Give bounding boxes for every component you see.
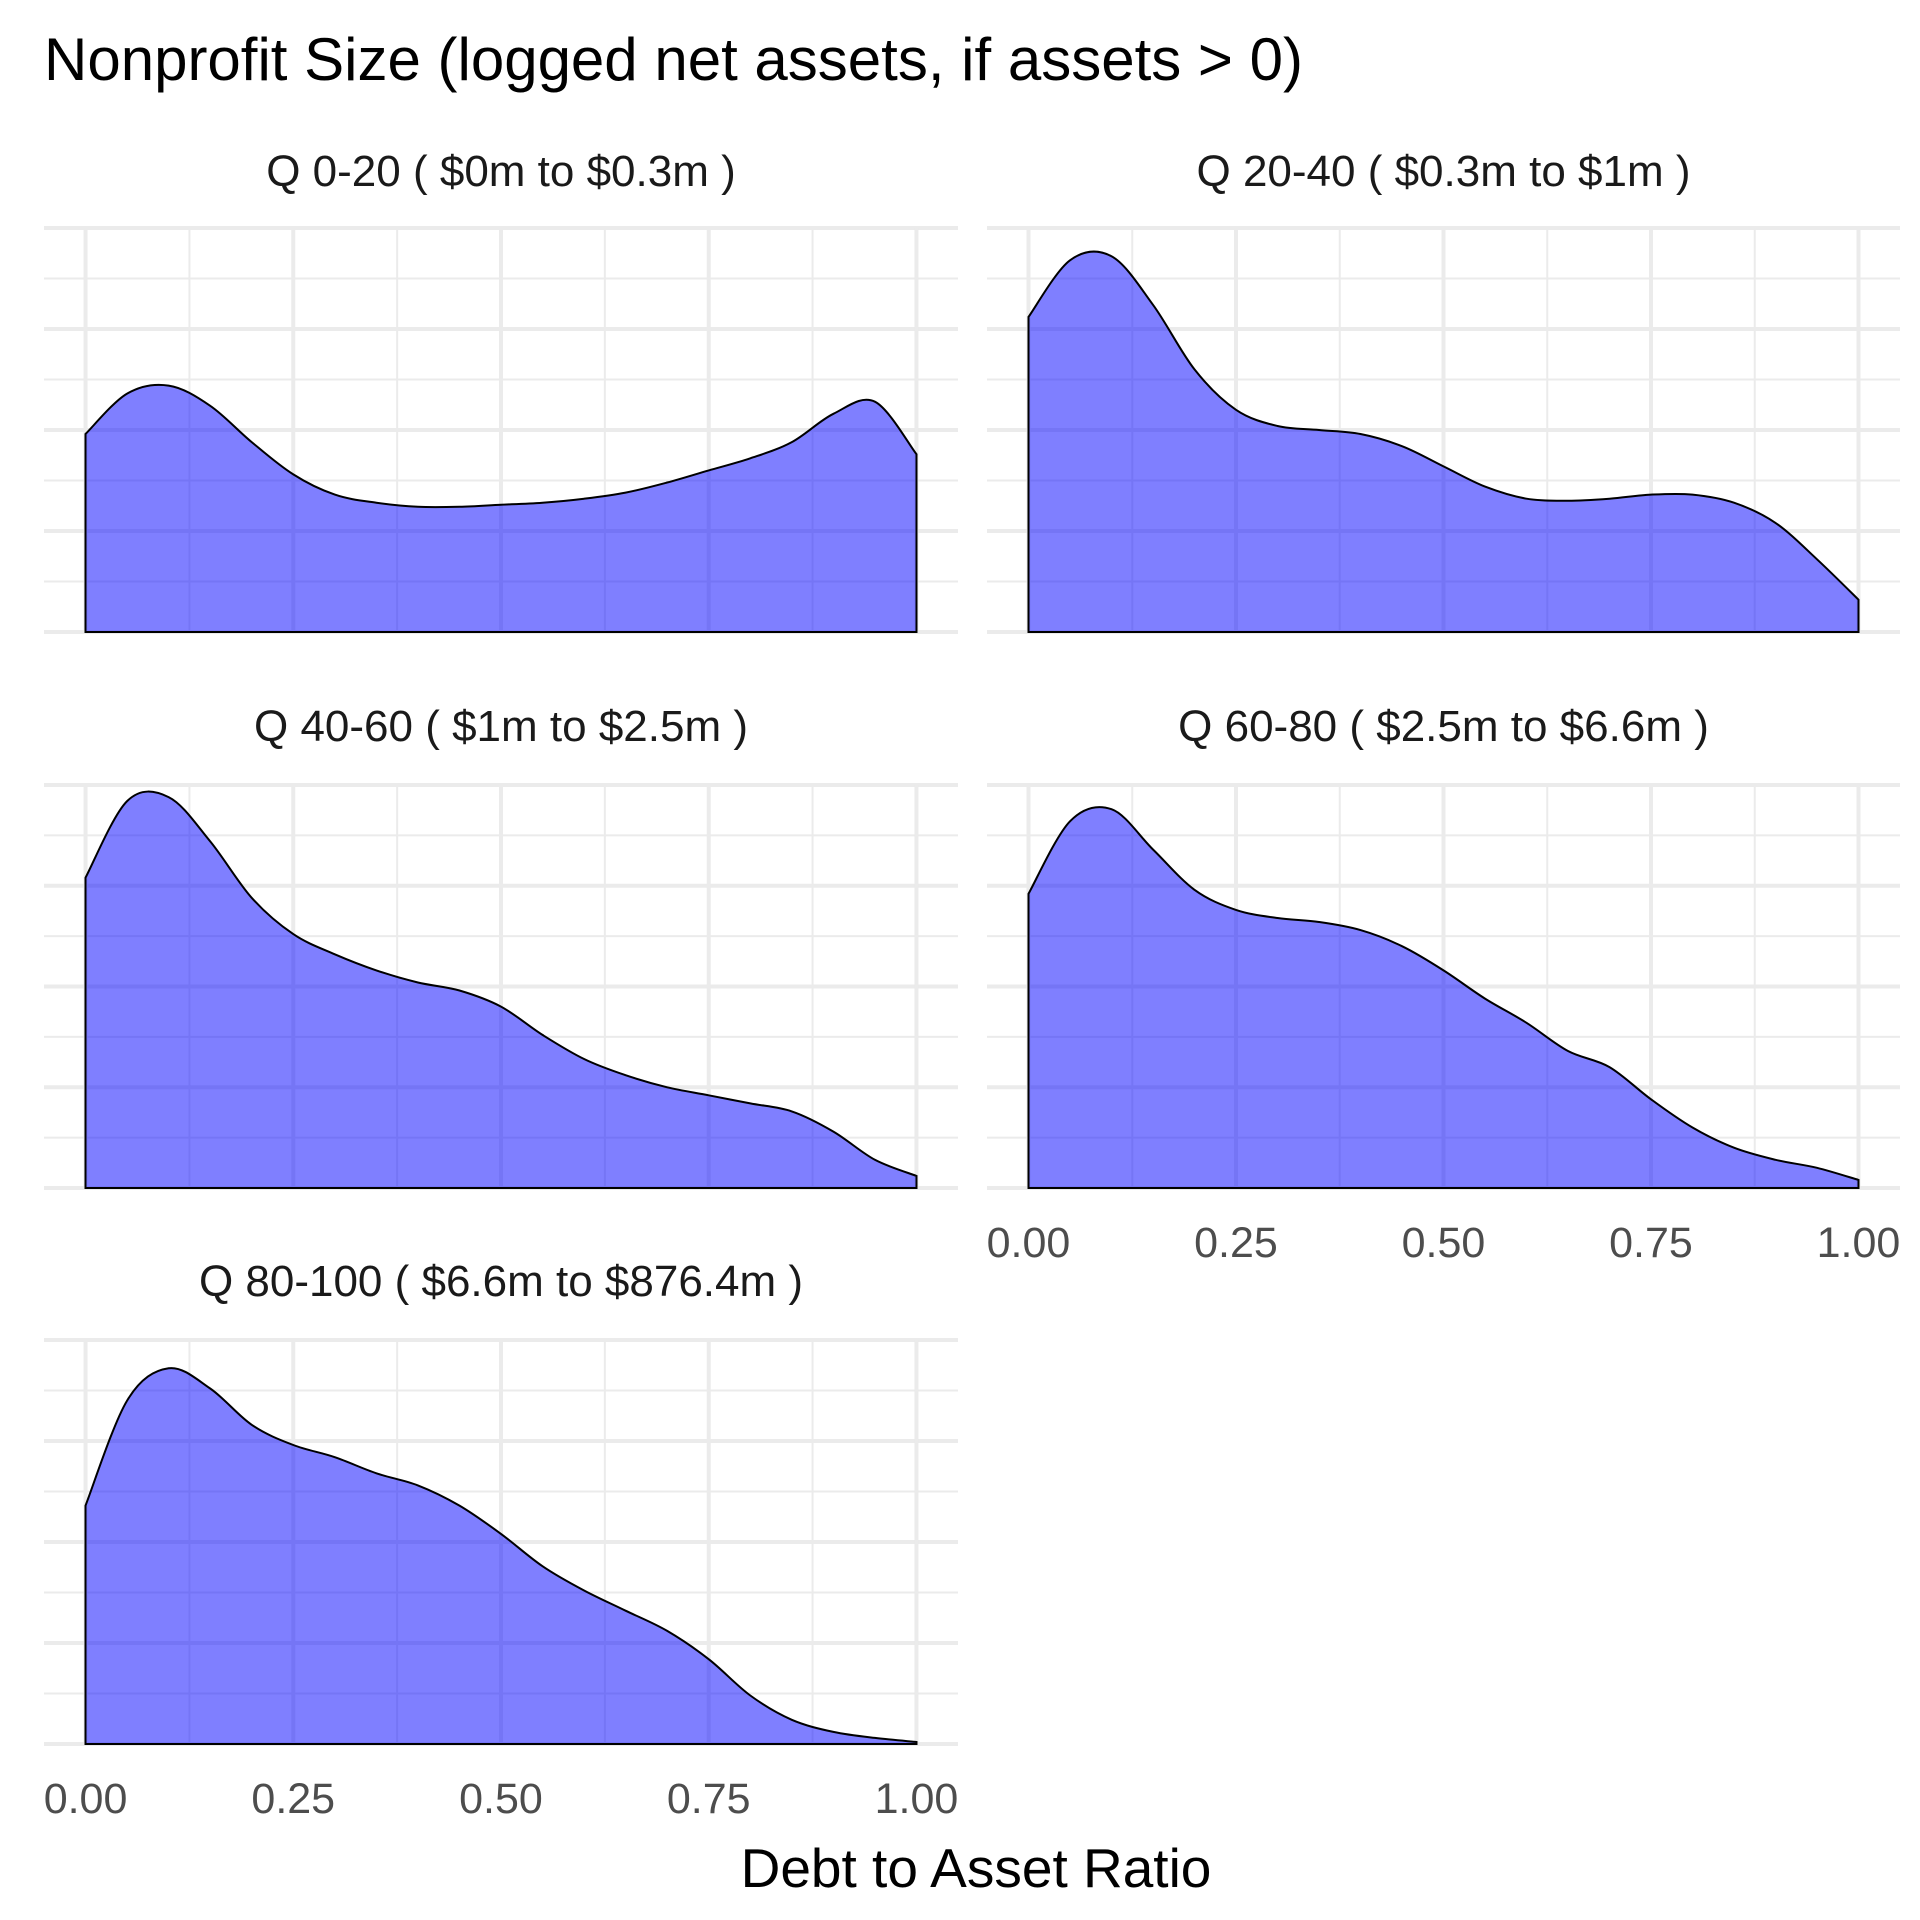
x-tick-label: 0.75 [667,1775,751,1823]
facet-strip-label: Q 80-100 ( $6.6m to $876.4m ) [199,1257,803,1306]
density-area [1027,806,1860,1189]
facet-strip-label: Q 60-80 ( $2.5m to $6.6m ) [1178,702,1709,751]
density-area [1027,250,1860,633]
x-tick-label: 0.25 [1194,1219,1278,1267]
x-tick-label: 0.00 [987,1219,1071,1267]
facet-strip-label: Q 40-60 ( $1m to $2.5m ) [254,702,748,751]
facet-panel-1: Q 0-20 ( $0m to $0.3m ) [44,147,958,634]
x-axis-label: Debt to Asset Ratio [741,1837,1212,1899]
x-tick-label: 0.75 [1609,1219,1693,1267]
x-tick-label: 1.00 [1817,1219,1901,1267]
panels: Q 0-20 ( $0m to $0.3m ) Q 20-40 ( $0.3m t… [44,147,1901,1823]
facet-panel-4: Q 60-80 ( $2.5m to $6.6m ) 0.00 0.25 0.50 0.… [987,702,1901,1267]
x-tick-label: 0.50 [459,1775,543,1823]
x-tick-label: 0.50 [1402,1219,1486,1267]
density-area [84,383,918,633]
density-area [84,1367,918,1745]
facet-strip-label: Q 0-20 ( $0m to $0.3m ) [266,147,736,196]
facet-panel-5: Q 80-100 ( $6.6m to $876.4m ) 0.00 0.25 0.5… [44,1257,959,1823]
x-tick-label: 0.00 [44,1775,128,1823]
density-area [84,790,918,1189]
facet-panel-2: Q 20-40 ( $0.3m to $1m ) [987,147,1900,634]
facet-panel-3: Q 40-60 ( $1m to $2.5m ) [44,702,958,1190]
chart-title: Nonprofit Size (logged net assets, if as… [44,26,1303,93]
x-tick-label: 1.00 [875,1775,959,1823]
facet-strip-label: Q 20-40 ( $0.3m to $1m ) [1197,147,1691,196]
x-tick-label: 0.25 [251,1775,335,1823]
